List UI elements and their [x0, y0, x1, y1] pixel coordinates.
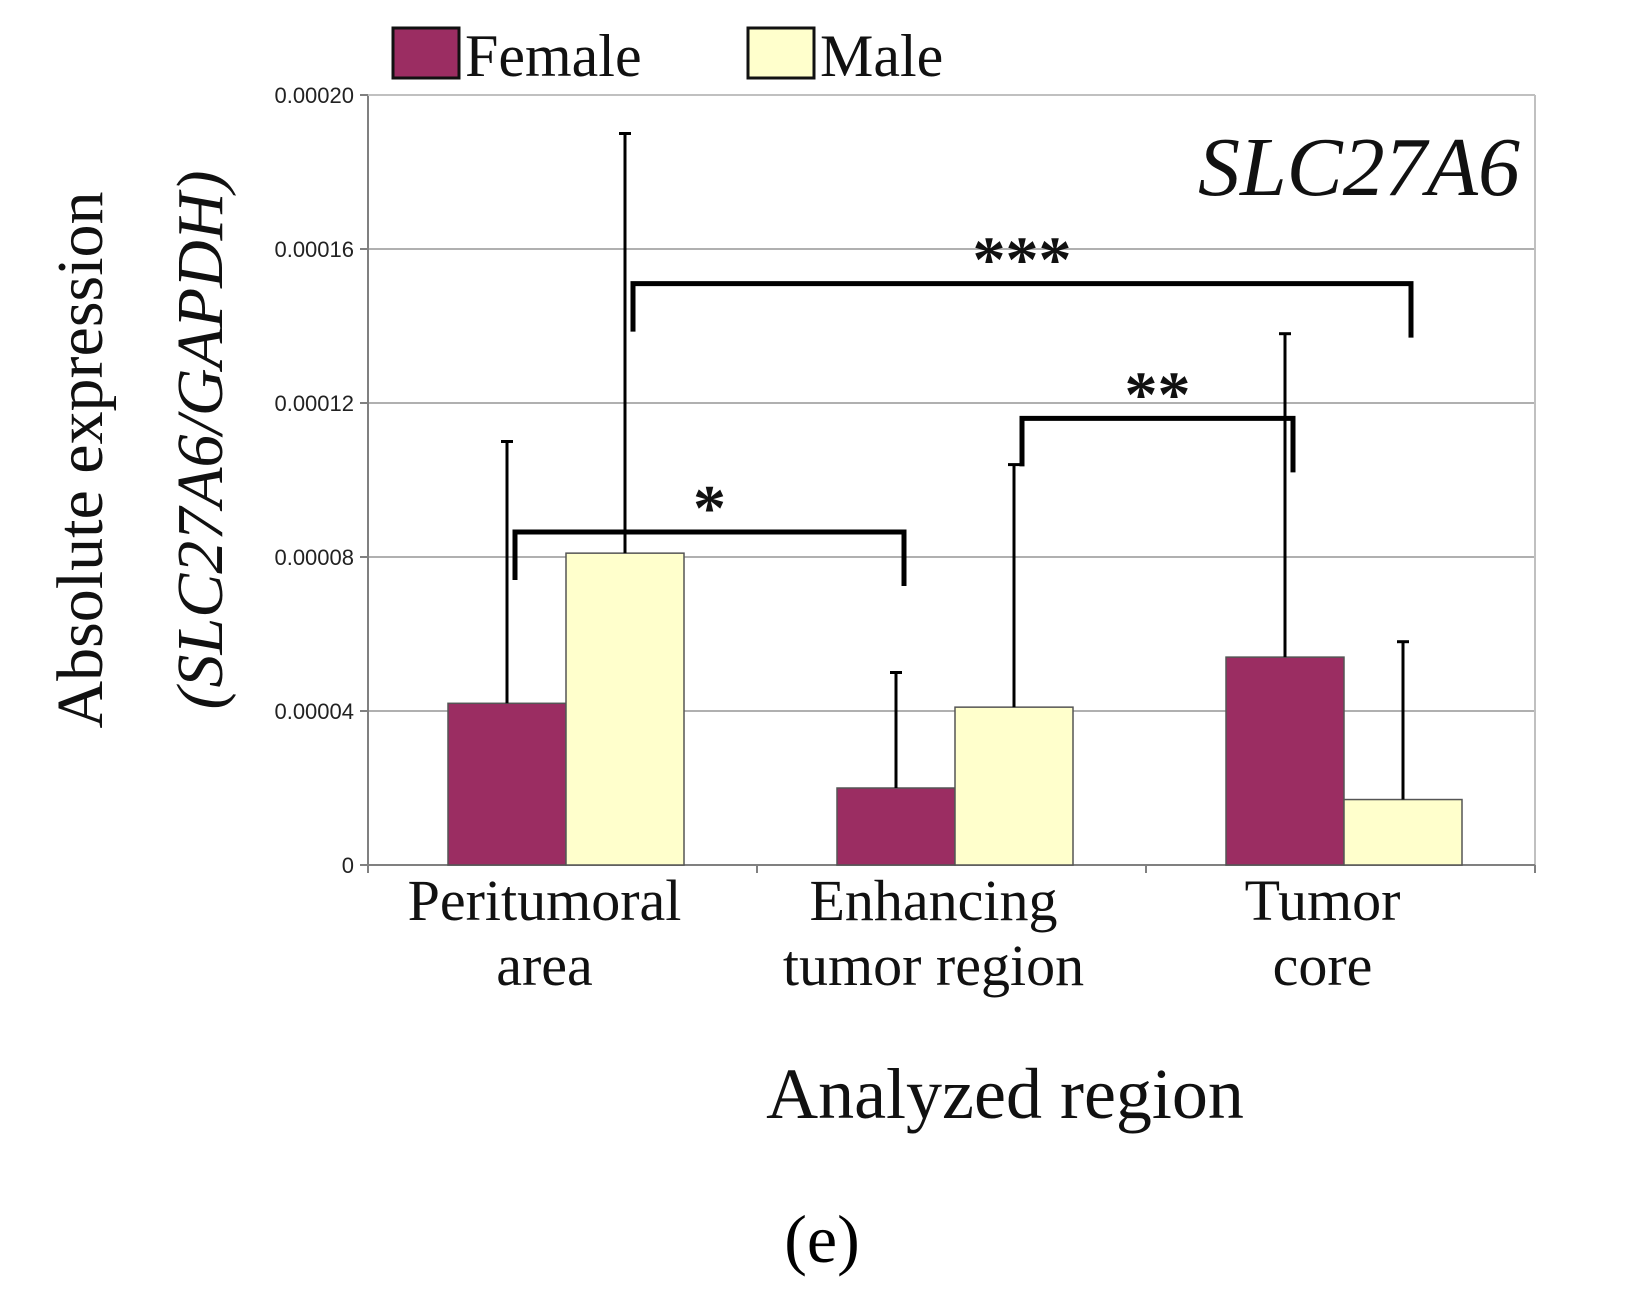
significance-stars: **	[1125, 358, 1191, 431]
x-axis-label: Analyzed region	[766, 1054, 1244, 1134]
x-tick-label: Tumor	[1245, 868, 1401, 933]
chart-title: SLC27A6	[1198, 121, 1520, 214]
y-tick-label: 0.00012	[274, 391, 354, 416]
x-tick-label: Peritumoral	[408, 868, 682, 933]
legend-label-female: Female	[465, 23, 642, 89]
bar-female	[836, 787, 956, 866]
significance-bracket	[630, 281, 1414, 338]
significance-brackets: ******	[512, 224, 1414, 586]
y-axis-label: (SLC27A6/GAPDH)	[164, 171, 237, 710]
x-tick-label: area	[496, 933, 593, 998]
bars	[447, 552, 1463, 866]
chart-text: 0 0.00004 0.00008 0.00012 0.00016 0.00020 Peri…	[44, 83, 1520, 1277]
y-tick-label: 0	[342, 853, 354, 878]
y-axis-label: Absolute expression	[44, 191, 117, 728]
significance-stars: ***	[973, 224, 1072, 297]
significance-bracket	[512, 529, 907, 586]
bar-female	[1225, 656, 1345, 866]
legend-swatch-female	[391, 26, 461, 80]
panel-label: (e)	[784, 1201, 859, 1277]
bar-male	[1343, 798, 1463, 866]
bar-male	[954, 706, 1074, 866]
significance-stars: *	[693, 472, 726, 545]
x-tick-label: Enhancing	[809, 868, 1057, 933]
error-bars	[501, 132, 1409, 800]
y-tick-label: 0.00004	[274, 699, 354, 724]
bar-male	[565, 552, 685, 866]
y-tick-label: 0.00020	[274, 83, 354, 108]
legend: Female Male	[391, 23, 943, 89]
x-tick-label: core	[1273, 933, 1373, 998]
significance-bracket	[1019, 415, 1296, 473]
x-tick-label: tumor region	[783, 933, 1084, 998]
legend-label-male: Male	[820, 23, 943, 89]
y-tick-label: 0.00008	[274, 545, 354, 570]
y-tick-label: 0.00016	[274, 237, 354, 262]
bar-female	[447, 702, 567, 866]
legend-swatch-male	[746, 26, 816, 80]
